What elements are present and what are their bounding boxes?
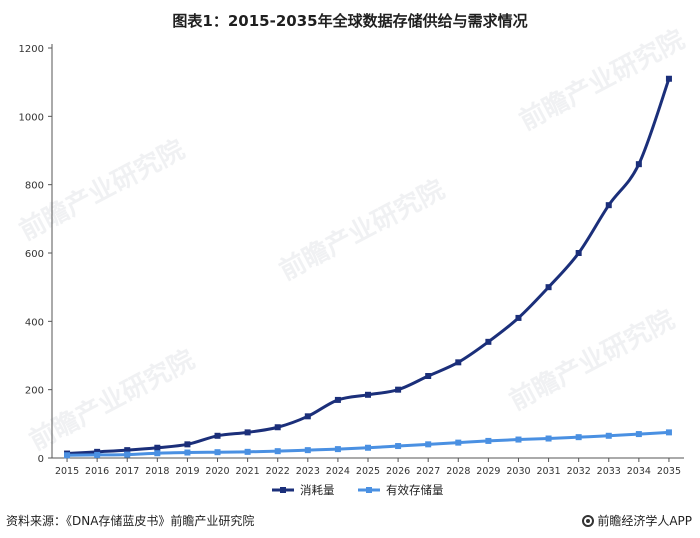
x-tick-label: 2020 <box>205 466 229 477</box>
brand-logo-icon <box>582 514 595 527</box>
data-point-effective-storage <box>515 436 522 443</box>
x-tick-label: 2026 <box>386 466 410 477</box>
data-point-effective-storage <box>425 441 432 448</box>
data-point-consumption <box>214 432 221 439</box>
data-point-consumption <box>304 413 311 420</box>
x-tick-label: 2028 <box>446 466 470 477</box>
chart-title: 图表1：2015-2035年全球数据存储供给与需求情况 <box>172 12 528 30</box>
legend-marker-effective-storage <box>366 487 372 493</box>
data-point-effective-storage <box>395 443 402 450</box>
y-tick-label: 400 <box>25 317 44 328</box>
y-tick-label: 600 <box>25 249 44 260</box>
x-tick-label: 2023 <box>296 466 320 477</box>
data-point-consumption <box>94 448 101 455</box>
data-point-effective-storage <box>635 431 642 438</box>
legend-marker-consumption <box>280 487 286 493</box>
data-point-effective-storage <box>455 439 462 446</box>
data-point-consumption <box>124 447 131 454</box>
x-tick-label: 2021 <box>236 466 260 477</box>
data-point-consumption <box>154 444 161 451</box>
data-point-consumption <box>395 386 402 393</box>
brand: 前瞻经济学人APP <box>582 512 692 529</box>
data-point-consumption <box>635 161 642 168</box>
x-tick-label: 2031 <box>536 466 560 477</box>
x-tick-label: 2024 <box>326 466 350 477</box>
line-chart: 0 200 400 600 800 1000 1200 2015 2016 2017 2018 201… <box>19 44 684 497</box>
data-point-effective-storage <box>334 446 341 453</box>
x-tick-label: 2017 <box>115 466 139 477</box>
x-tick-label: 2032 <box>567 466 591 477</box>
data-point-consumption <box>515 314 522 321</box>
brand-label: 前瞻经济学人APP <box>597 514 692 528</box>
x-tick-label: 2025 <box>356 466 380 477</box>
x-tick-label: 2015 <box>55 466 79 477</box>
x-tick-label: 2027 <box>416 466 440 477</box>
data-point-effective-storage <box>274 448 281 455</box>
x-tick-label: 2016 <box>85 466 109 477</box>
data-point-consumption <box>425 373 432 379</box>
x-tick-label: 2019 <box>175 466 199 477</box>
data-point-consumption <box>545 284 552 291</box>
x-tick-label: 2022 <box>266 466 290 477</box>
data-point-consumption <box>605 202 612 209</box>
data-point-effective-storage <box>64 452 71 459</box>
data-point-consumption <box>575 250 582 256</box>
data-point-effective-storage <box>124 451 131 458</box>
legend-label-consumption: 消耗量 <box>300 483 335 497</box>
data-point-effective-storage <box>244 448 251 455</box>
data-point-consumption <box>665 75 672 82</box>
x-tick-label: 2034 <box>627 466 651 477</box>
source-note: 资料来源：《DNA存储蓝皮书》前瞻产业研究院 <box>6 514 255 528</box>
x-tick-label: 2018 <box>145 466 169 477</box>
data-point-consumption <box>274 424 281 431</box>
data-point-effective-storage <box>214 449 221 456</box>
data-point-effective-storage <box>94 451 101 458</box>
legend-label-effective-storage: 有效存储量 <box>386 483 444 497</box>
data-point-consumption <box>334 396 341 403</box>
data-point-consumption <box>184 441 191 448</box>
x-tick-label: 2035 <box>657 466 681 477</box>
data-point-consumption <box>365 391 371 398</box>
y-tick-label: 1200 <box>19 44 44 55</box>
y-tick-label: 200 <box>25 386 44 397</box>
data-point-consumption <box>455 359 462 366</box>
y-tick-label: 800 <box>25 181 44 192</box>
data-point-effective-storage <box>184 449 191 456</box>
data-point-effective-storage <box>485 437 492 444</box>
y-tick-label: 1000 <box>19 112 44 123</box>
data-point-effective-storage <box>545 435 552 442</box>
data-point-effective-storage <box>304 447 311 454</box>
data-point-effective-storage <box>575 434 582 441</box>
data-point-effective-storage <box>154 450 161 457</box>
data-point-effective-storage <box>365 444 371 451</box>
x-tick-label: 2029 <box>476 466 500 477</box>
x-tick-label: 2030 <box>506 466 530 477</box>
y-tick-label: 0 <box>38 454 44 465</box>
data-point-consumption <box>485 338 492 345</box>
x-tick-label: 2033 <box>597 466 621 477</box>
data-point-effective-storage <box>665 429 672 436</box>
data-point-effective-storage <box>605 432 612 439</box>
data-point-consumption <box>244 429 251 436</box>
